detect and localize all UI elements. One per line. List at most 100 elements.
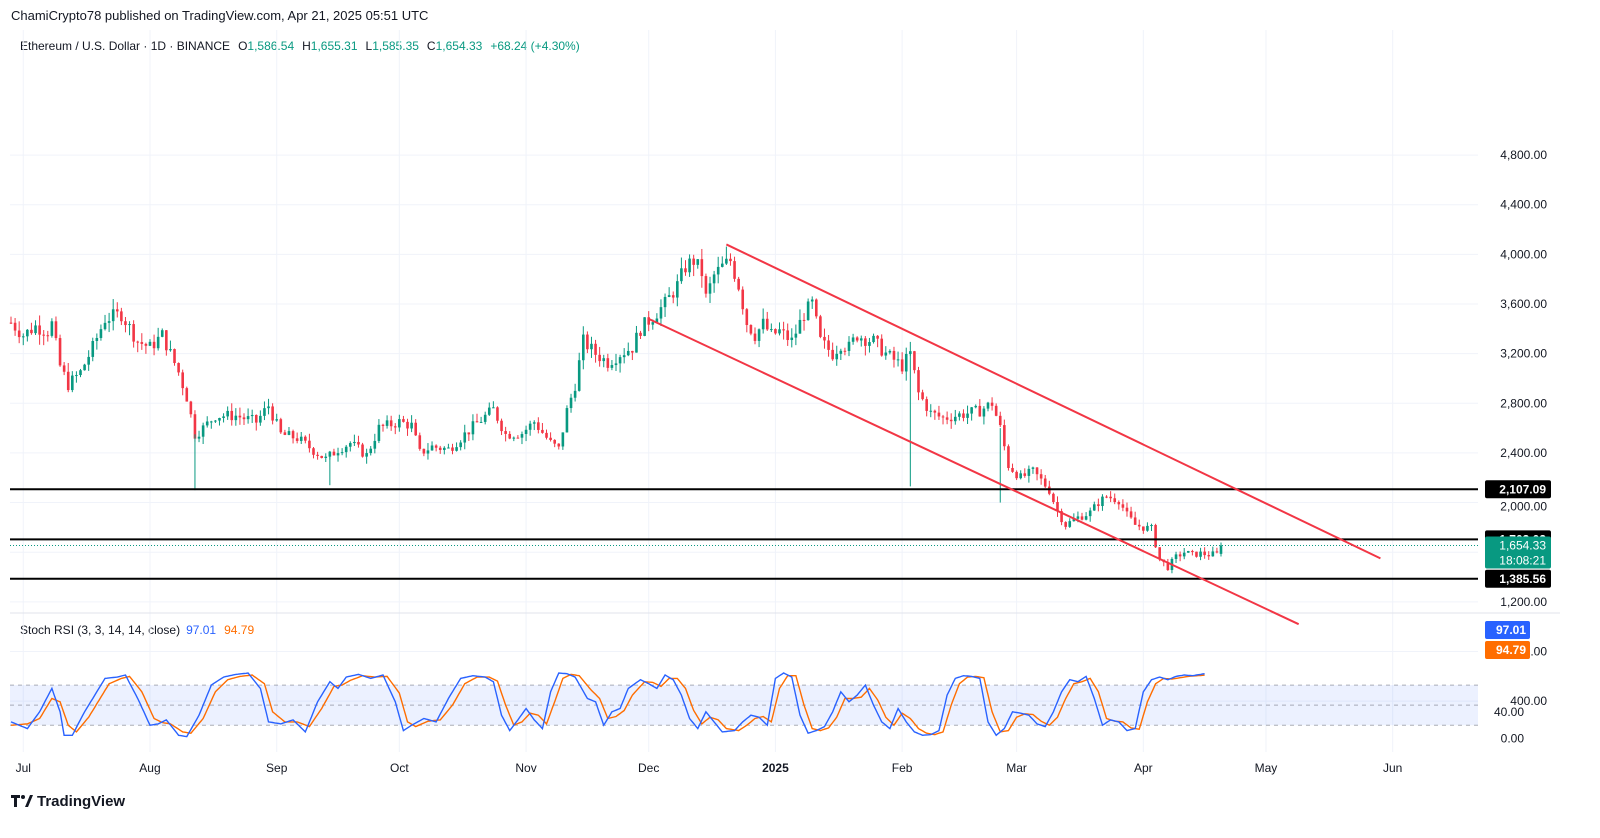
tradingview-brand[interactable]: TradingView	[11, 793, 125, 810]
candle	[594, 339, 597, 363]
candle	[802, 313, 806, 331]
candle-body	[418, 435, 422, 449]
candle-body	[1105, 496, 1108, 498]
candle-body	[483, 414, 487, 422]
candle-body	[459, 442, 462, 448]
candle-body	[1088, 510, 1092, 517]
candle	[79, 368, 82, 378]
open-value: 1,586.54	[247, 39, 295, 53]
candle	[422, 448, 426, 457]
candle	[725, 246, 728, 266]
time-axis-tick-label: Dec	[638, 761, 659, 775]
candle	[978, 399, 982, 417]
candle	[1186, 550, 1190, 553]
time-axis-tick-label: Mar	[1006, 761, 1027, 775]
symbol-name[interactable]: Ethereum / U.S. Dollar · 1D · BINANCE	[20, 39, 231, 53]
candle-body	[1080, 516, 1084, 520]
candle-body	[557, 443, 561, 447]
candle	[532, 420, 536, 431]
candle-body	[91, 341, 95, 357]
candle	[577, 352, 581, 392]
candle-body	[549, 437, 552, 440]
candle	[1142, 526, 1145, 534]
candle	[451, 443, 454, 455]
candle-body	[610, 365, 614, 368]
candle	[418, 432, 422, 451]
candle	[1211, 546, 1215, 557]
candle-body	[884, 352, 888, 356]
candle-body	[144, 343, 148, 346]
candle	[855, 336, 859, 343]
candle	[1203, 547, 1206, 559]
candle	[880, 334, 884, 357]
candle-body	[1019, 473, 1022, 479]
candle-body	[496, 407, 499, 421]
candle	[835, 345, 839, 366]
candle	[148, 339, 152, 347]
candle	[708, 276, 712, 303]
channel-upper-line[interactable]	[725, 243, 1381, 560]
candle-body	[1174, 554, 1178, 559]
bar-countdown-text: 18:08:21	[1499, 553, 1546, 567]
candle-body	[185, 388, 189, 402]
candle-body	[663, 296, 667, 308]
candle	[659, 299, 663, 327]
price-axis-tick-label: 4,800.00	[1500, 148, 1547, 162]
candle	[414, 419, 417, 436]
candle	[512, 436, 516, 442]
candle	[581, 326, 585, 370]
candle	[1048, 480, 1051, 496]
stoch-rsi-label[interactable]: Stoch RSI (3, 3, 14, 14, close)	[20, 623, 181, 637]
candle	[1027, 465, 1031, 483]
candle-body	[361, 444, 364, 457]
candle-body	[688, 258, 691, 273]
candle-body	[340, 452, 344, 454]
candle-body	[778, 329, 781, 334]
candle	[876, 335, 879, 348]
candle	[120, 307, 123, 326]
candle-body	[42, 334, 46, 336]
candle	[1113, 493, 1117, 505]
candle-body	[680, 268, 683, 282]
candle-body	[917, 370, 920, 393]
candle-body	[929, 410, 933, 412]
tradingview-logo-icon	[11, 794, 33, 810]
candle	[949, 413, 953, 429]
candle-body	[295, 438, 299, 441]
candle	[210, 420, 213, 429]
candle	[573, 383, 577, 402]
candle-body	[13, 322, 17, 331]
candle	[851, 333, 855, 345]
candle	[843, 347, 847, 356]
last-price-bg	[1485, 536, 1551, 569]
channel-lower-line[interactable]	[648, 317, 1300, 626]
candle	[872, 333, 875, 344]
candle	[279, 417, 283, 434]
candle	[385, 415, 389, 429]
candle-body	[479, 421, 483, 423]
candle	[291, 429, 295, 444]
candle	[1109, 491, 1112, 503]
candle-body	[888, 350, 892, 353]
candle	[553, 439, 556, 448]
candle	[218, 417, 221, 426]
candle-body	[336, 453, 340, 456]
candle-body	[524, 429, 528, 435]
support-resistance-levels	[10, 488, 1478, 580]
candle	[913, 350, 916, 374]
candle	[1015, 470, 1018, 481]
price-axis-tick-label: 400.00	[1510, 694, 1547, 708]
candle	[1084, 512, 1088, 521]
candle-body	[1027, 468, 1031, 476]
candle-body	[487, 407, 491, 415]
candle-body	[250, 414, 254, 417]
candle	[958, 411, 961, 421]
stoch-rsi-axis-tick-label: 40.00	[1494, 705, 1524, 719]
candle-body	[50, 321, 54, 336]
candle-body	[492, 407, 495, 409]
candle	[1129, 506, 1133, 519]
close-value: 1,654.33	[435, 39, 483, 53]
candle	[798, 309, 802, 334]
candle	[152, 334, 156, 356]
